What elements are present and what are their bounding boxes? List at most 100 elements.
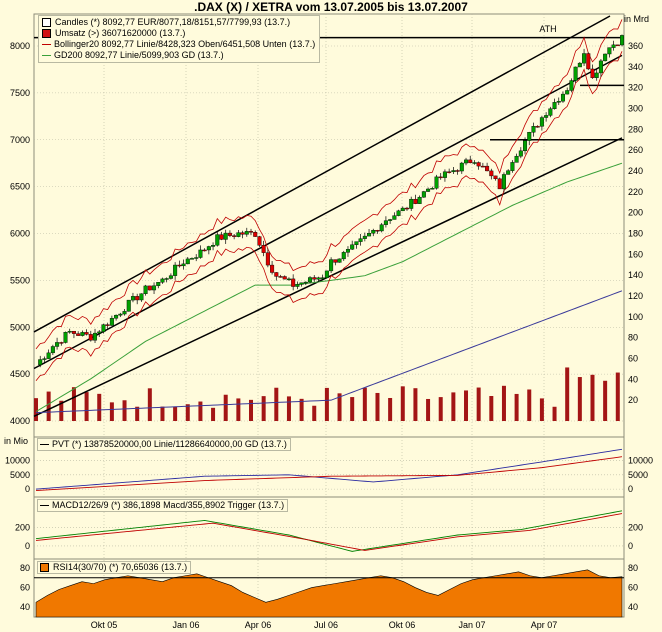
volume-bar <box>552 406 557 421</box>
candle-body <box>459 162 464 172</box>
macd-series-line <box>35 513 623 551</box>
lower-panels <box>34 448 624 618</box>
candle-body <box>286 278 291 281</box>
candle-body <box>168 275 173 279</box>
candle-body <box>404 207 409 210</box>
candle-body <box>50 346 55 354</box>
candle-body <box>573 66 578 81</box>
candle-body <box>105 324 110 326</box>
volume-bar <box>34 398 38 421</box>
bollinger-lower <box>35 51 623 382</box>
candles-swatch <box>42 18 51 27</box>
candle-body <box>396 210 401 216</box>
candle-body <box>253 232 258 237</box>
candle-body <box>430 188 435 190</box>
candle-body <box>59 342 64 344</box>
candle-body <box>278 276 283 278</box>
candle-body <box>590 68 595 78</box>
candle-body <box>324 270 329 278</box>
pvt-legend: PVT (*) 13878520000,00 Linie/11286640000… <box>37 438 291 451</box>
candle-body <box>76 333 81 336</box>
candle-body <box>426 188 431 192</box>
candle-body <box>198 249 203 258</box>
rsi-legend: RSI14(30/70) (*) 70,65036 (13.7.) <box>37 561 192 574</box>
candle-body <box>480 165 485 168</box>
candle-body <box>227 232 232 236</box>
candle-body <box>206 246 211 251</box>
candle-body <box>417 196 422 204</box>
candle-body <box>88 334 93 341</box>
price-tick-label: 8000 <box>10 41 30 51</box>
macd-series-line <box>35 510 623 552</box>
candle-body <box>358 238 363 242</box>
candle-body <box>249 231 254 233</box>
candle-body <box>603 53 608 62</box>
price-indicators <box>35 19 623 414</box>
pvt-label: PVT (*) 13878520000,00 Linie/11286640000… <box>52 439 287 449</box>
x-tick-label: Jul 06 <box>314 620 338 630</box>
volume-bar <box>577 377 582 421</box>
candle-body <box>489 170 494 177</box>
candle-body <box>93 332 98 341</box>
volume-bar <box>211 407 216 421</box>
volume-bar <box>350 397 355 421</box>
candle-body <box>400 207 405 212</box>
candle-body <box>464 159 469 164</box>
legend-candles: Candles (*) 8092,77 EUR/8077,18/8151,57/… <box>55 17 291 27</box>
main-panel-frame <box>33 13 625 438</box>
volume-tick-label: 120 <box>628 291 643 301</box>
candle-body <box>97 331 102 334</box>
volume-tick-label: 300 <box>628 104 643 114</box>
candle-body <box>114 314 119 319</box>
volume-bar <box>501 385 506 421</box>
trend-middle <box>33 54 623 370</box>
volume-tick-label: 40 <box>628 374 638 384</box>
candle-body <box>531 126 536 133</box>
pvt-swatch <box>40 444 49 445</box>
volume-bar <box>261 396 266 421</box>
candle-body <box>518 150 523 157</box>
volume-bar <box>109 402 114 421</box>
candle-body <box>388 219 393 221</box>
candle-body <box>539 117 544 127</box>
candle-body <box>582 53 587 64</box>
candle-body <box>223 232 228 240</box>
candle-body <box>615 44 620 47</box>
macd-tick-label-right: 200 <box>628 523 643 533</box>
rsi-swatch <box>40 563 49 572</box>
volume-bar <box>299 398 304 421</box>
axes: Okt 05 Jan 06 Apr 06 Jul 06 Okt 06 Jan 07 Apr … <box>4 14 653 630</box>
volume-bar <box>122 400 127 421</box>
volume-bar <box>337 393 342 421</box>
candle-body <box>320 277 325 279</box>
volume-tick-label: 20 <box>628 395 638 405</box>
volume-bar <box>223 394 228 421</box>
gd200-swatch <box>42 55 51 56</box>
volume-bar <box>590 374 595 421</box>
volume-tick-label: 160 <box>628 249 643 259</box>
volume-bar <box>400 386 405 421</box>
candle-body <box>152 285 157 291</box>
volume-bar <box>97 393 102 421</box>
volume-bar <box>324 387 329 421</box>
price-tick-label: 6000 <box>10 229 30 239</box>
price-tick-label: 6500 <box>10 182 30 192</box>
candle-body <box>236 232 241 237</box>
rsi-tick-label-right: 80 <box>628 563 638 573</box>
volume-bar <box>438 397 443 421</box>
candle-body <box>409 198 414 209</box>
volume-unit-label: in Mrd <box>624 14 649 24</box>
candle-body <box>569 80 574 91</box>
macd-label: MACD12/26/9 (*) 386,1898 Macd/355,8902 T… <box>52 500 285 510</box>
volume-bar <box>603 380 608 421</box>
pvt-tick-label: 5000 <box>10 470 30 480</box>
candle-body <box>586 53 591 70</box>
macd-tick-label: 200 <box>15 523 30 533</box>
candle-body <box>189 258 194 260</box>
candle-body <box>126 299 131 312</box>
pvt-tick-label-right: 10000 <box>628 455 653 465</box>
candle-body <box>485 165 490 172</box>
candle-body <box>130 296 135 301</box>
volume-tick-label: 320 <box>628 83 643 93</box>
rsi-tick-label-right: 60 <box>628 583 638 593</box>
